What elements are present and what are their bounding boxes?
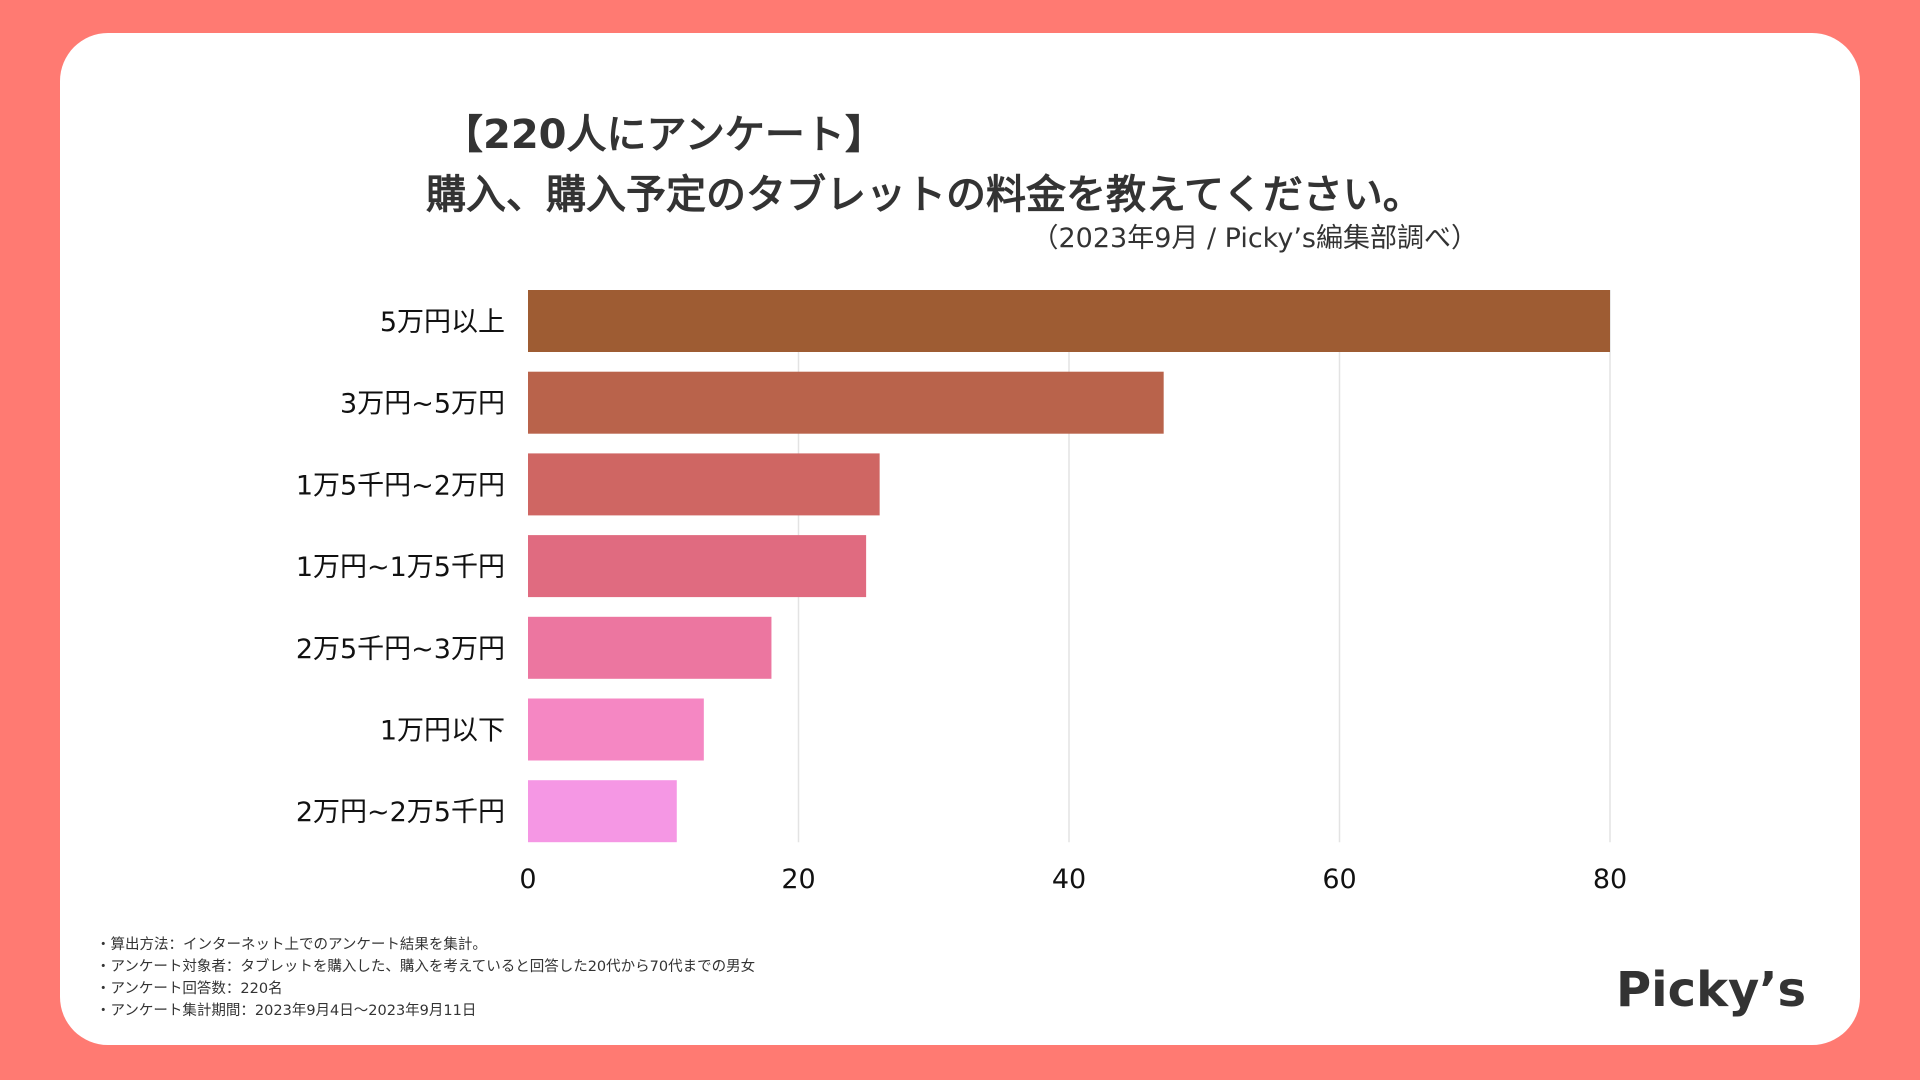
category-label: 1万円~1万5千円 (296, 552, 505, 583)
bars (528, 290, 1610, 843)
bar (528, 780, 677, 843)
x-tick-label: 80 (1593, 864, 1627, 895)
chart-title-line1: 【220人にアンケート】 (443, 112, 885, 158)
note-period: ・アンケート集計期間：2023年9月4日〜2023年9月11日 (96, 1003, 477, 1019)
x-axis-tick-labels: 0 20 40 60 80 (519, 864, 1627, 895)
category-label: 1万5千円~2万円 (296, 470, 505, 501)
bar (528, 453, 880, 516)
bar (528, 616, 772, 679)
x-tick-label: 60 (1322, 864, 1356, 895)
chart-title-line2: 購入、購入予定のタブレットの料金を教えてください。 (426, 172, 1423, 218)
category-label: 2万5千円~3万円 (296, 634, 505, 665)
note-method: ・算出方法：インターネット上でのアンケート結果を集計。 (96, 937, 487, 953)
chart-card (60, 33, 1860, 1045)
note-target: ・アンケート対象者：タブレットを購入した、購入を考えていると回答した20代から7… (96, 959, 756, 975)
x-tick-label: 20 (781, 864, 815, 895)
category-label: 2万円~2万5千円 (296, 797, 505, 828)
pickys-logo: Picky’s (1616, 962, 1807, 1018)
category-label: 1万円以下 (380, 716, 505, 747)
x-tick-label: 40 (1052, 864, 1086, 895)
chart-subtitle: （2023年9月 / Picky’s編集部調べ） (1031, 223, 1479, 254)
category-label: 5万円以上 (380, 307, 505, 338)
bar (528, 535, 867, 598)
note-respondents: ・アンケート回答数：220名 (96, 981, 283, 997)
bar (528, 290, 1610, 352)
x-tick-label: 0 (519, 864, 536, 895)
bar (528, 698, 704, 761)
category-labels: 5万円以上 3万円~5万円 1万5千円~2万円 1万円~1万5千円 2万5千円~3万円 1… (296, 307, 505, 828)
category-label: 3万円~5万円 (340, 389, 505, 420)
methodology-notes: ・算出方法：インターネット上でのアンケート結果を集計。 ・アンケート対象者：タブ… (96, 934, 755, 1022)
bar (528, 371, 1164, 434)
